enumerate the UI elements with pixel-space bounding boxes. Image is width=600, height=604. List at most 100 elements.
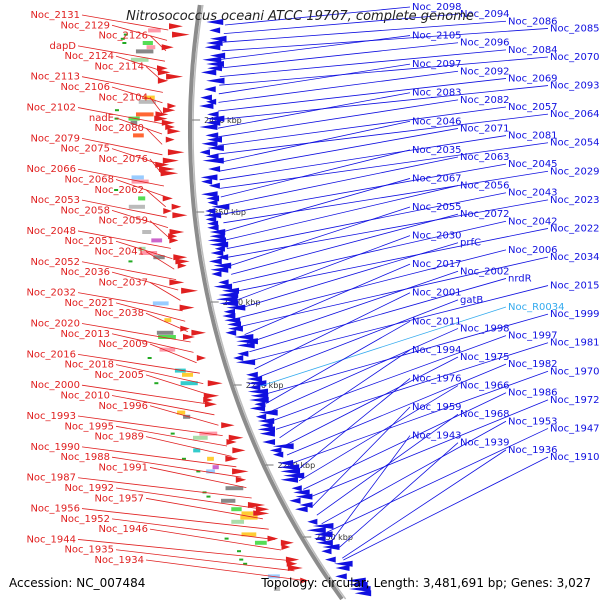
category-bar <box>148 28 161 33</box>
category-bar <box>241 511 254 516</box>
forward-gene-arrow <box>280 539 294 546</box>
reverse-gene-arrow <box>208 182 220 189</box>
gc-marker <box>224 537 229 540</box>
left-leader-line <box>77 168 165 187</box>
left-leader-line <box>145 189 166 208</box>
forward-gene-arrow <box>177 262 187 269</box>
forward-gene-arrow <box>300 577 309 584</box>
right-gene-label: Noc_2055 <box>412 202 462 213</box>
right-gene-label: Noc_1953 <box>508 416 558 427</box>
left-leader-line <box>115 302 186 322</box>
reverse-gene-arrow <box>199 124 218 130</box>
right-leader-line <box>218 85 549 120</box>
right-leader-line <box>331 435 411 542</box>
forward-gene-arrow <box>167 149 185 156</box>
forward-gene-arrow <box>167 128 181 135</box>
right-gene-label: Noc_2072 <box>460 209 510 220</box>
right-leader-line <box>279 349 411 439</box>
left-gene-label: Noc_2020 <box>30 318 80 329</box>
right-leader-line <box>307 399 549 499</box>
left-leader-line <box>111 209 169 228</box>
left-gene-label: Noc_2104 <box>98 92 148 103</box>
left-gene-label: Noc_2018 <box>64 360 114 371</box>
right-gene-label: Noc_1994 <box>412 345 462 356</box>
left-gene-label: Noc_1996 <box>98 401 148 412</box>
reverse-gene-arrow <box>206 195 220 202</box>
forward-gene-arrow <box>163 208 172 214</box>
category-bar <box>241 532 257 537</box>
left-leader-line <box>149 528 282 551</box>
forward-gene-arrow <box>183 334 195 340</box>
reverse-gene-arrow <box>207 111 219 118</box>
forward-gene-arrow <box>154 115 168 122</box>
left-gene-label: Noc_1990 <box>30 442 80 453</box>
left-leader-line <box>81 384 211 405</box>
right-leader-line <box>232 220 507 284</box>
right-leader-line <box>218 128 459 172</box>
left-leader-line <box>149 343 197 364</box>
forward-gene-arrow <box>172 212 188 219</box>
forward-gene-arrow <box>285 556 300 563</box>
left-gene-label: Noc_2048 <box>26 226 76 237</box>
reverse-gene-arrow <box>206 61 224 67</box>
category-bar <box>207 456 214 461</box>
right-leader-line <box>316 413 459 516</box>
topology-label: Topology: circular; Length: 3,481,691 bp… <box>261 576 591 590</box>
left-gene-label: Noc_2106 <box>60 82 110 93</box>
left-gene-label: Noc_2062 <box>94 185 144 196</box>
right-leader-line <box>326 428 549 533</box>
reverse-gene-arrow <box>202 157 224 164</box>
gc-marker <box>170 432 175 435</box>
reverse-gene-arrow <box>295 506 308 513</box>
left-leader-line <box>115 549 295 572</box>
category-bar <box>177 410 186 415</box>
category-bar <box>231 519 245 524</box>
category-bar <box>212 465 219 470</box>
reverse-gene-arrow <box>199 103 214 109</box>
right-gene-label: Noc_2054 <box>550 138 600 149</box>
gc-marker <box>122 42 127 44</box>
left-gene-label: Noc_2005 <box>94 370 144 381</box>
category-bar <box>231 507 242 512</box>
right-leader-line <box>343 456 549 561</box>
right-leader-line <box>220 149 411 198</box>
reverse-gene-arrow <box>203 86 216 93</box>
reverse-gene-arrow <box>254 401 266 408</box>
right-gene-label: Noc_2084 <box>508 45 558 56</box>
right-leader-line <box>225 185 459 241</box>
reverse-gene-arrow <box>335 565 350 571</box>
right-leader-line <box>219 135 507 181</box>
left-gene-label: Noc_2126 <box>98 31 148 42</box>
reverse-gene-arrow <box>278 460 294 466</box>
reverse-gene-arrow <box>223 308 235 315</box>
right-gene-label: Noc_1972 <box>550 395 600 406</box>
left-leader-line <box>81 508 269 530</box>
forward-gene-arrow <box>180 325 190 332</box>
reverse-gene-arrow <box>325 556 336 563</box>
reverse-gene-arrow <box>209 229 226 235</box>
reverse-gene-arrow <box>208 258 222 265</box>
right-gene-label: prfC <box>460 238 481 249</box>
left-gene-label: Noc_2041 <box>94 247 144 258</box>
category-bar <box>158 335 176 339</box>
right-gene-label: Noc_2093 <box>550 81 600 92</box>
left-leader-line <box>111 333 194 353</box>
left-leader-line <box>77 477 252 499</box>
left-gene-label: Noc_2053 <box>30 195 80 206</box>
right-gene-label: Noc_2017 <box>412 259 462 270</box>
reverse-gene-arrow <box>224 317 241 324</box>
left-leader-line <box>115 55 165 72</box>
forward-gene-arrow <box>232 447 246 454</box>
right-gene-label: Noc_2029 <box>550 166 600 177</box>
left-leader-line <box>77 539 288 561</box>
forward-gene-arrow <box>173 254 188 261</box>
reverse-gene-arrow <box>269 447 282 454</box>
forward-gene-arrow <box>281 544 291 550</box>
category-bar <box>159 347 176 352</box>
forward-gene-arrow <box>161 44 174 51</box>
right-gene-label: Noc_2030 <box>412 231 462 242</box>
forward-gene-arrow <box>175 258 190 265</box>
right-leader-line <box>336 442 459 550</box>
reverse-gene-arrow <box>218 292 239 298</box>
